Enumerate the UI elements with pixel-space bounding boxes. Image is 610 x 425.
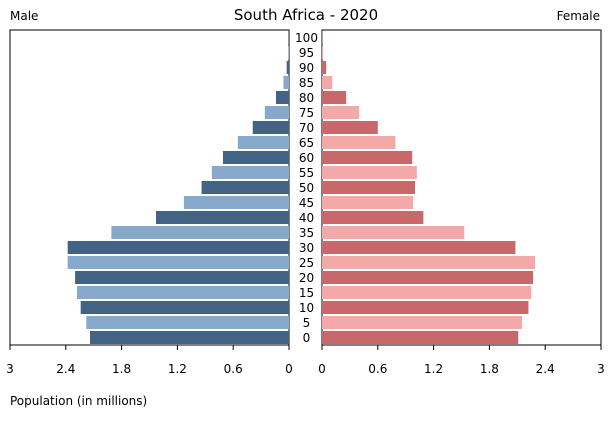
male-bar-50 — [201, 181, 289, 194]
male-bar-75 — [264, 106, 289, 119]
age-label-55: 55 — [299, 166, 314, 180]
female-x-tick-label: 0 — [318, 362, 326, 376]
age-label-10: 10 — [299, 301, 314, 315]
female-bar-40 — [322, 211, 424, 224]
male-bar-15 — [76, 286, 290, 299]
female-bar-50 — [322, 181, 415, 194]
male-bar-80 — [275, 91, 289, 104]
female-x-tick-label: 1.2 — [424, 362, 443, 376]
female-bar-70 — [322, 121, 378, 134]
age-label-60: 60 — [299, 151, 314, 165]
male-bar-25 — [67, 256, 289, 269]
male-bar-10 — [80, 301, 290, 314]
male-x-tick-label: 2.4 — [56, 362, 75, 376]
male-bar-35 — [111, 226, 290, 239]
female-x-tick-label: 0.6 — [368, 362, 387, 376]
female-bar-5 — [322, 316, 522, 329]
male-bar-5 — [86, 316, 289, 329]
age-label-70: 70 — [299, 121, 314, 135]
male-bar-45 — [183, 196, 289, 209]
age-label-40: 40 — [299, 211, 314, 225]
male-bar-0 — [89, 331, 289, 344]
age-label-95: 95 — [299, 46, 314, 60]
female-bar-15 — [322, 286, 532, 299]
age-label-0: 0 — [303, 331, 311, 345]
male-bar-55 — [211, 166, 289, 179]
female-bar-80 — [322, 91, 347, 104]
female-bar-20 — [322, 271, 534, 284]
male-side-label: Male — [10, 9, 38, 23]
female-bar-30 — [322, 241, 516, 254]
female-bar-85 — [322, 76, 333, 89]
age-label-15: 15 — [299, 286, 314, 300]
female-bar-0 — [322, 331, 519, 344]
male-x-tick-label: 1.2 — [168, 362, 187, 376]
female-bar-95 — [322, 46, 324, 59]
female-x-tick-label: 2.4 — [536, 362, 555, 376]
age-group-labels: 0510152025303540455055606570758085909510… — [295, 31, 318, 345]
female-bar-90 — [322, 61, 327, 74]
age-label-100: 100 — [295, 31, 318, 45]
male-bar-40 — [156, 211, 289, 224]
male-bar-85 — [283, 76, 289, 89]
male-bar-70 — [252, 121, 289, 134]
male-x-tick-label: 3 — [6, 362, 14, 376]
male-x-tick-label: 0 — [285, 362, 293, 376]
age-label-45: 45 — [299, 196, 314, 210]
male-bar-60 — [222, 151, 289, 164]
male-bar-95 — [288, 46, 289, 59]
female-bar-75 — [322, 106, 360, 119]
female-side-label: Female — [557, 9, 600, 23]
male-x-tick-label: 0.6 — [224, 362, 243, 376]
male-bar-20 — [75, 271, 289, 284]
age-label-25: 25 — [299, 256, 314, 270]
male-bars — [67, 31, 290, 344]
female-x-tick-label: 3 — [597, 362, 605, 376]
female-bar-60 — [322, 151, 413, 164]
female-x-tick-label: 1.8 — [480, 362, 499, 376]
female-bar-45 — [322, 196, 414, 209]
age-label-20: 20 — [299, 271, 314, 285]
female-bars — [322, 31, 535, 344]
x-axis-label: Population (in millions) — [10, 394, 147, 408]
male-x-tick-label: 1.8 — [112, 362, 131, 376]
male-bar-30 — [67, 241, 289, 254]
female-bar-65 — [322, 136, 396, 149]
age-label-5: 5 — [303, 316, 311, 330]
age-label-80: 80 — [299, 91, 314, 105]
female-bar-10 — [322, 301, 529, 314]
x-axis: 3 0 2.4 0.6 1.8 1.2 1.2 1.8 0.6 2.4 0 3 — [6, 345, 605, 376]
chart-title: South Africa - 2020 — [234, 6, 378, 24]
age-label-65: 65 — [299, 136, 314, 150]
male-bar-90 — [286, 61, 289, 74]
female-bar-55 — [322, 166, 417, 179]
age-label-50: 50 — [299, 181, 314, 195]
age-label-30: 30 — [299, 241, 314, 255]
age-label-75: 75 — [299, 106, 314, 120]
age-label-90: 90 — [299, 61, 314, 75]
female-bar-35 — [322, 226, 465, 239]
male-bar-65 — [237, 136, 289, 149]
age-label-35: 35 — [299, 226, 314, 240]
age-label-85: 85 — [299, 76, 314, 90]
female-bar-25 — [322, 256, 535, 269]
